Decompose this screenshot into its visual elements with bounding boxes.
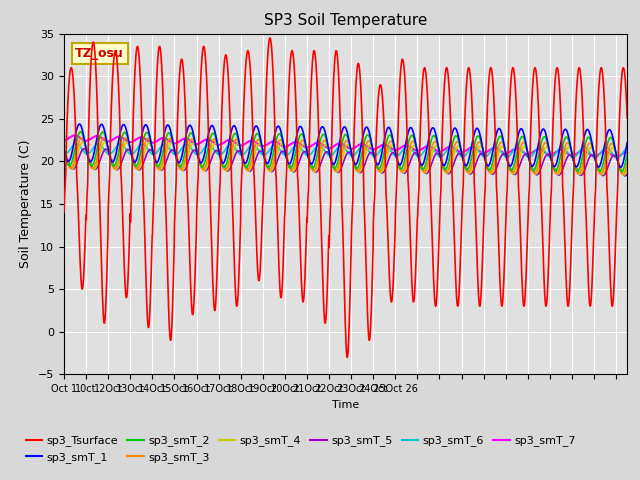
- sp3_smT_6: [60, 151, 68, 156]
- sp3_smT_4: [607, 146, 615, 152]
- sp3_Tsurface: [266, 35, 274, 41]
- sp3_smT_1: [504, 159, 511, 165]
- sp3_smT_3: [619, 171, 627, 177]
- sp3_smT_2: [77, 129, 84, 134]
- sp3_smT_6: [607, 149, 615, 155]
- sp3_smT_2: [607, 134, 614, 140]
- sp3_smT_3: [60, 145, 68, 151]
- sp3_smT_1: [607, 129, 615, 134]
- sp3_smT_7: [60, 137, 68, 143]
- sp3_smT_6: [607, 149, 614, 155]
- sp3_smT_3: [607, 141, 614, 147]
- sp3_smT_1: [60, 145, 68, 151]
- sp3_smT_6: [623, 145, 631, 151]
- sp3_smT_5: [607, 156, 615, 161]
- sp3_Tsurface: [343, 354, 351, 360]
- sp3_smT_4: [79, 139, 86, 145]
- sp3_smT_1: [76, 121, 83, 127]
- sp3_smT_7: [607, 152, 615, 157]
- sp3_smT_3: [504, 158, 511, 164]
- Line: sp3_smT_4: sp3_smT_4: [64, 142, 627, 175]
- sp3_Tsurface: [319, 290, 327, 296]
- sp3_smT_2: [623, 152, 631, 157]
- Text: TZ_osu: TZ_osu: [76, 47, 124, 60]
- Line: sp3_smT_2: sp3_smT_2: [64, 132, 627, 171]
- sp3_smT_3: [89, 166, 97, 171]
- sp3_smT_5: [80, 146, 88, 152]
- sp3_smT_4: [60, 144, 68, 150]
- sp3_smT_4: [334, 168, 342, 174]
- sp3_smT_1: [607, 128, 614, 134]
- sp3_smT_5: [504, 157, 511, 163]
- sp3_smT_4: [319, 145, 327, 151]
- sp3_smT_4: [607, 147, 614, 153]
- sp3_smT_2: [504, 160, 511, 166]
- sp3_smT_7: [334, 141, 342, 146]
- sp3_Tsurface: [623, 116, 631, 121]
- sp3_Tsurface: [504, 148, 512, 154]
- sp3_smT_6: [334, 144, 342, 150]
- sp3_smT_5: [334, 169, 342, 175]
- sp3_smT_4: [89, 166, 97, 172]
- sp3_smT_3: [319, 139, 327, 144]
- sp3_smT_1: [89, 154, 97, 160]
- sp3_smT_3: [623, 161, 631, 167]
- sp3_smT_4: [620, 172, 628, 178]
- sp3_Tsurface: [334, 64, 342, 70]
- Y-axis label: Soil Temperature (C): Soil Temperature (C): [19, 140, 33, 268]
- Title: SP3 Soil Temperature: SP3 Soil Temperature: [264, 13, 428, 28]
- sp3_smT_3: [607, 141, 615, 146]
- sp3_Tsurface: [607, 294, 615, 300]
- Line: sp3_smT_5: sp3_smT_5: [64, 149, 627, 176]
- sp3_Tsurface: [607, 298, 615, 304]
- sp3_smT_3: [334, 165, 342, 170]
- Legend: sp3_Tsurface, sp3_smT_1, sp3_smT_2, sp3_smT_3, sp3_smT_4, sp3_smT_5, sp3_smT_6, : sp3_Tsurface, sp3_smT_1, sp3_smT_2, sp3_…: [21, 431, 580, 468]
- sp3_smT_7: [504, 150, 511, 156]
- sp3_smT_2: [89, 162, 97, 168]
- sp3_smT_2: [618, 168, 625, 174]
- Line: sp3_smT_3: sp3_smT_3: [64, 138, 627, 174]
- sp3_Tsurface: [60, 209, 68, 215]
- sp3_smT_6: [319, 146, 327, 152]
- sp3_smT_5: [60, 148, 68, 154]
- sp3_smT_5: [89, 165, 97, 171]
- sp3_smT_5: [621, 173, 628, 179]
- sp3_smT_5: [607, 156, 614, 162]
- sp3_smT_6: [504, 154, 511, 160]
- sp3_smT_1: [617, 164, 625, 170]
- sp3_smT_7: [319, 142, 327, 148]
- sp3_smT_1: [623, 140, 631, 146]
- sp3_smT_3: [78, 135, 86, 141]
- sp3_smT_6: [89, 145, 97, 151]
- sp3_smT_5: [319, 154, 327, 160]
- sp3_smT_6: [614, 155, 621, 161]
- sp3_smT_4: [504, 156, 511, 162]
- sp3_smT_4: [623, 167, 631, 172]
- sp3_smT_6: [72, 141, 80, 146]
- sp3_smT_7: [623, 149, 631, 155]
- sp3_Tsurface: [89, 40, 97, 46]
- Line: sp3_smT_6: sp3_smT_6: [64, 144, 627, 158]
- Line: sp3_smT_1: sp3_smT_1: [64, 124, 627, 167]
- sp3_smT_5: [623, 171, 631, 177]
- sp3_smT_7: [612, 154, 620, 160]
- sp3_smT_7: [89, 134, 97, 140]
- sp3_smT_7: [71, 132, 79, 138]
- sp3_smT_1: [334, 147, 342, 153]
- sp3_smT_7: [607, 151, 614, 157]
- Line: sp3_Tsurface: sp3_Tsurface: [64, 38, 627, 357]
- sp3_smT_2: [319, 132, 327, 137]
- sp3_smT_2: [607, 135, 615, 141]
- sp3_smT_2: [334, 157, 342, 163]
- X-axis label: Time: Time: [332, 400, 359, 409]
- sp3_smT_2: [60, 146, 68, 152]
- Line: sp3_smT_7: sp3_smT_7: [64, 135, 627, 157]
- sp3_smT_1: [319, 124, 327, 130]
